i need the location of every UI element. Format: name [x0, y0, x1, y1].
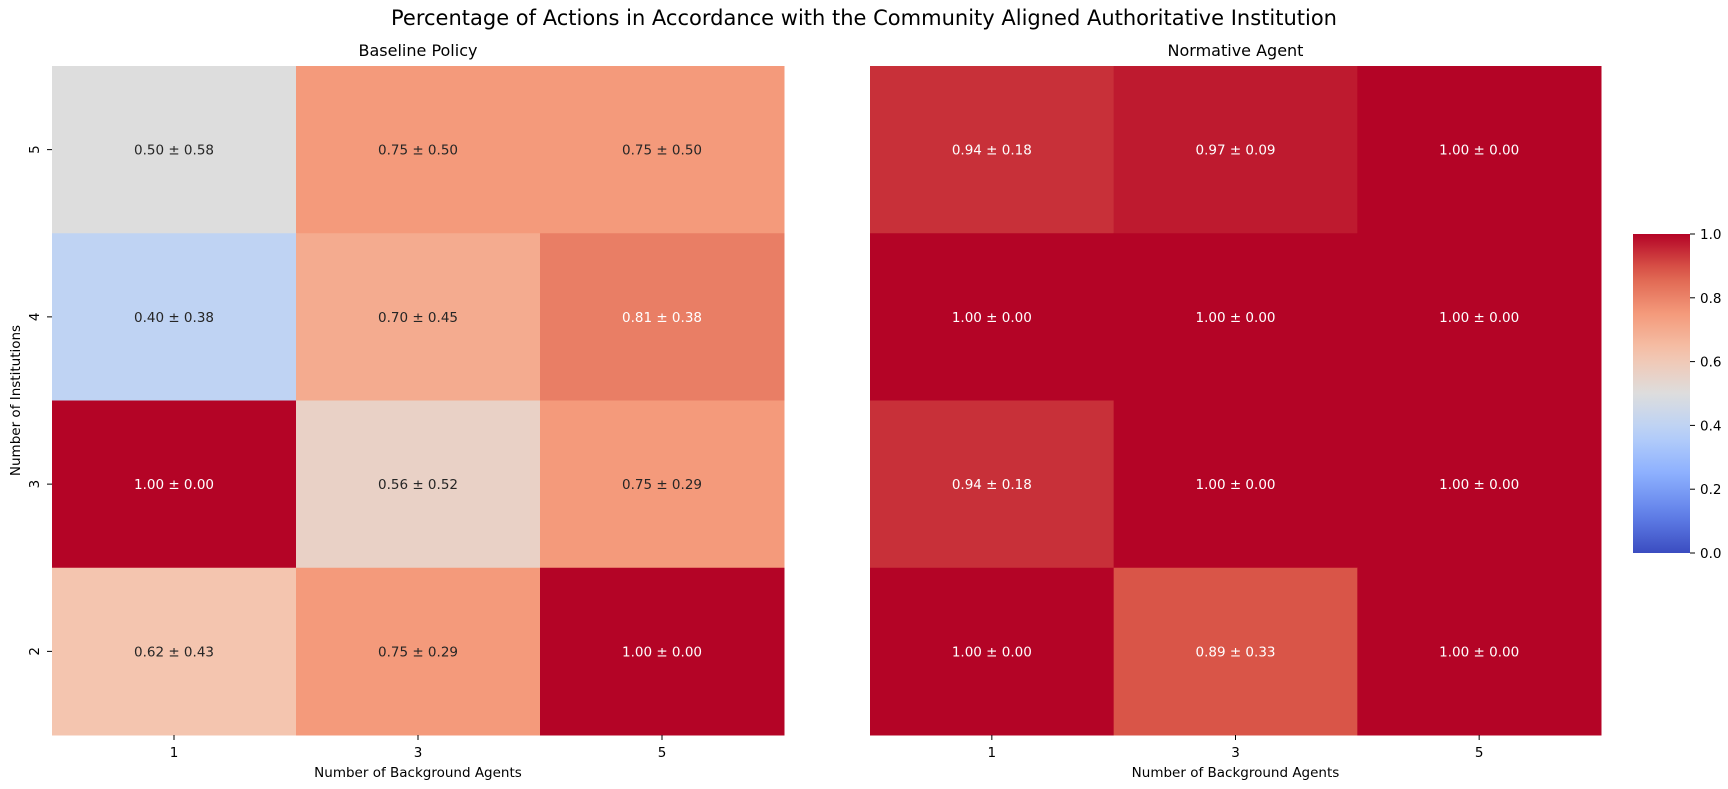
colorbar-tick-label: 0.4	[1700, 418, 1721, 434]
cell-annotation: 1.00 ± 0.00	[1195, 310, 1275, 326]
x-axis-label: Number of Background Agents	[314, 765, 522, 781]
colorbar-tick-label: 0.0	[1700, 546, 1721, 562]
cell-annotation: 1.00 ± 0.00	[1439, 143, 1519, 159]
heatmap-cell	[1357, 233, 1602, 401]
cell-annotation: 0.75 ± 0.50	[378, 143, 458, 159]
heatmap-cell	[540, 66, 785, 234]
cell-annotation: 0.97 ± 0.09	[1195, 143, 1275, 159]
cell-annotation: 0.89 ± 0.33	[1195, 644, 1275, 660]
heatmap-cell	[540, 400, 785, 569]
cell-annotation: 1.00 ± 0.00	[134, 477, 214, 493]
cell-annotation: 0.70 ± 0.45	[378, 310, 458, 326]
colorbar-tick-label: 0.2	[1700, 482, 1721, 498]
heatmap-cell	[870, 66, 1115, 234]
heatmap-cell	[296, 400, 541, 569]
heatmap-cell	[1113, 66, 1358, 234]
cell-annotation: 0.94 ± 0.18	[952, 143, 1032, 159]
y-tick-label: 5	[27, 145, 43, 154]
colorbar-tick-label: 1.0	[1700, 227, 1721, 243]
figure-title: Percentage of Actions in Accordance with…	[391, 6, 1337, 30]
cell-annotation: 0.50 ± 0.58	[134, 143, 214, 159]
cell-annotation: 0.62 ± 0.43	[134, 644, 214, 660]
cell-annotation: 0.81 ± 0.38	[622, 310, 702, 326]
cell-annotation: 1.00 ± 0.00	[622, 644, 702, 660]
cell-annotation: 1.00 ± 0.00	[1439, 477, 1519, 493]
colorbar: 0.0 0.2 0.4 0.6 0.8 1.0	[1633, 227, 1721, 562]
heatmap-cell	[1113, 233, 1358, 401]
heatmap-cell	[1357, 567, 1602, 736]
heatmap-cell	[52, 66, 297, 234]
cell-annotation: 1.00 ± 0.00	[1439, 310, 1519, 326]
heatmap-cell	[296, 66, 541, 234]
x-tick-label: 5	[658, 745, 667, 761]
heatmap-cell	[296, 233, 541, 401]
colorbar-tick-label: 0.8	[1700, 291, 1721, 307]
cell-annotation: 1.00 ± 0.00	[1439, 644, 1519, 660]
heatmap-cell	[1357, 400, 1602, 569]
heatmap-baseline-policy: 0.50 ± 0.58 0.75 ± 0.50 0.75 ± 0.50 0.40 ± …	[8, 41, 785, 781]
x-tick-label: 3	[414, 745, 423, 761]
x-axis-label: Number of Background Agents	[1132, 765, 1340, 781]
heatmap-cell	[870, 567, 1115, 736]
heatmap-cell	[1357, 66, 1602, 234]
panel-title: Baseline Policy	[359, 41, 478, 60]
heatmap-cell	[540, 567, 785, 736]
x-tick-label: 1	[170, 745, 179, 761]
y-tick-label: 2	[27, 647, 43, 656]
panel-title: Normative Agent	[1168, 41, 1304, 60]
cell-annotation: 0.75 ± 0.29	[622, 477, 702, 493]
colorbar-gradient	[1633, 234, 1690, 553]
y-axis-label: Number of Institutions	[8, 325, 24, 476]
cell-annotation: 0.94 ± 0.18	[952, 477, 1032, 493]
heatmap-cell	[52, 233, 297, 401]
cell-annotation: 1.00 ± 0.00	[952, 644, 1032, 660]
heatmap-cell	[296, 567, 541, 736]
cell-annotation: 0.40 ± 0.38	[134, 310, 214, 326]
heatmap-cell	[1113, 400, 1358, 569]
cell-annotation: 0.56 ± 0.52	[378, 477, 458, 493]
heatmap-cell	[870, 233, 1115, 401]
x-tick-label: 3	[1231, 745, 1240, 761]
y-tick-label: 3	[27, 480, 43, 489]
heatmap-cell	[870, 400, 1115, 569]
heatmap-cell	[52, 400, 297, 569]
colorbar-tick-label: 0.6	[1700, 355, 1721, 371]
heatmap-cell	[52, 567, 297, 736]
heatmap-cell	[540, 233, 785, 401]
cell-annotation: 0.75 ± 0.29	[378, 644, 458, 660]
cell-annotation: 0.75 ± 0.50	[622, 143, 702, 159]
heatmap-normative-agent: 0.94 ± 0.18 0.97 ± 0.09 1.00 ± 0.00 1.00 ± …	[870, 41, 1602, 781]
x-tick-label: 1	[988, 745, 997, 761]
x-tick-label: 5	[1475, 745, 1484, 761]
cell-annotation: 1.00 ± 0.00	[952, 310, 1032, 326]
heatmap-cell	[1113, 567, 1358, 736]
y-tick-label: 4	[27, 313, 43, 322]
cell-annotation: 1.00 ± 0.00	[1195, 477, 1275, 493]
